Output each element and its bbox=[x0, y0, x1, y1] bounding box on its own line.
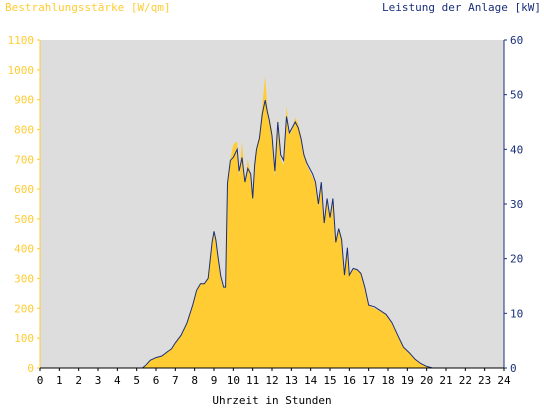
left-y-tick-label: 500 bbox=[14, 213, 34, 226]
left-y-tick-label: 400 bbox=[14, 243, 34, 256]
right-y-tick-label: 30 bbox=[510, 198, 523, 211]
right-y-tick-label: 60 bbox=[510, 34, 523, 47]
x-tick-label: 16 bbox=[343, 374, 356, 387]
x-tick-label: 7 bbox=[172, 374, 179, 387]
x-tick-label: 9 bbox=[211, 374, 218, 387]
x-tick-label: 12 bbox=[265, 374, 278, 387]
left-y-tick-label: 300 bbox=[14, 273, 34, 286]
left-y-tick-label: 900 bbox=[14, 94, 34, 107]
right-y-tick-label: 50 bbox=[510, 89, 523, 102]
x-axis-label: Uhrzeit in Stunden bbox=[212, 394, 331, 407]
x-tick-label: 6 bbox=[153, 374, 160, 387]
x-tick-label: 5 bbox=[133, 374, 140, 387]
x-tick-label: 11 bbox=[246, 374, 259, 387]
left-y-tick-label: 200 bbox=[14, 302, 34, 315]
x-tick-label: 4 bbox=[114, 374, 121, 387]
left-y-tick-label: 1100 bbox=[8, 34, 35, 47]
left-y-tick-label: 100 bbox=[14, 332, 34, 345]
x-tick-label: 1 bbox=[56, 374, 63, 387]
right-axis-title: Leistung der Anlage [kW] bbox=[382, 1, 541, 14]
right-y-tick-label: 0 bbox=[510, 362, 517, 375]
left-y-tick-label: 700 bbox=[14, 153, 34, 166]
x-tick-label: 15 bbox=[323, 374, 336, 387]
left-y-tick-label: 800 bbox=[14, 123, 34, 136]
power-line bbox=[40, 99, 504, 369]
right-y-tick-label: 20 bbox=[510, 253, 523, 266]
x-tick-label: 0 bbox=[37, 374, 44, 387]
x-tick-label: 8 bbox=[191, 374, 198, 387]
x-tick-label: 20 bbox=[420, 374, 433, 387]
x-tick-label: 18 bbox=[381, 374, 394, 387]
irradiance-area bbox=[40, 75, 504, 369]
x-tick-label: 21 bbox=[439, 374, 452, 387]
x-tick-label: 3 bbox=[95, 374, 102, 387]
x-tick-label: 10 bbox=[227, 374, 240, 387]
left-y-tick-label: 1000 bbox=[8, 64, 35, 77]
x-tick-label: 19 bbox=[401, 374, 414, 387]
x-tick-label: 23 bbox=[478, 374, 491, 387]
left-y-tick-label: 0 bbox=[27, 362, 34, 375]
left-y-tick-label: 600 bbox=[14, 183, 34, 196]
x-tick-label: 24 bbox=[497, 374, 511, 387]
right-y-tick-label: 40 bbox=[510, 143, 523, 156]
x-tick-label: 2 bbox=[75, 374, 82, 387]
x-tick-label: 22 bbox=[459, 374, 472, 387]
x-tick-label: 13 bbox=[285, 374, 298, 387]
right-y-tick-label: 10 bbox=[510, 307, 523, 320]
x-tick-label: 17 bbox=[362, 374, 375, 387]
x-tick-label: 14 bbox=[304, 374, 318, 387]
left-axis-title: Bestrahlungsstärke [W/qm] bbox=[5, 1, 171, 14]
